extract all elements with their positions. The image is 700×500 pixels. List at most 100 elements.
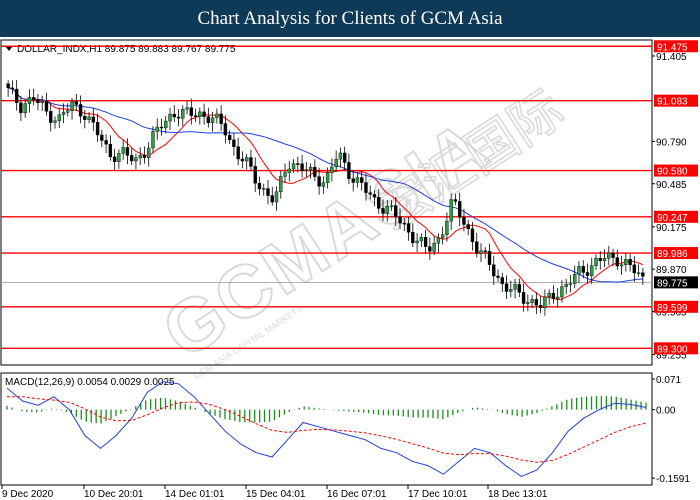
x-tick-label: 10 Dec 20:01 <box>84 489 144 500</box>
candle-body <box>104 140 108 145</box>
candle-body <box>262 188 266 190</box>
candle-body <box>406 223 411 233</box>
candle-body <box>185 107 189 110</box>
candle-body <box>117 153 121 162</box>
candle-body <box>594 258 598 266</box>
candle-body <box>100 134 104 141</box>
candle-body <box>543 296 547 309</box>
candle-body <box>436 237 441 244</box>
candle-body <box>534 299 539 306</box>
candle-body <box>189 107 194 116</box>
candle-body <box>377 196 381 209</box>
candle-body <box>198 111 202 117</box>
candle-body <box>232 139 236 147</box>
candle-body <box>411 232 415 244</box>
candle-body <box>66 110 70 113</box>
level-label-box <box>654 94 698 107</box>
candle-body <box>619 264 624 267</box>
candle-body <box>342 152 347 163</box>
dropdown-triangle-icon[interactable] <box>6 47 12 51</box>
candle-body <box>129 155 134 162</box>
candle-body <box>564 283 568 287</box>
candle-body <box>470 228 475 242</box>
level-label: 91.083 <box>657 97 688 108</box>
candle-body <box>244 157 249 162</box>
candle-body <box>210 117 215 123</box>
candle-body <box>351 178 355 183</box>
current-price-box <box>654 276 698 289</box>
candle-body <box>321 182 326 187</box>
candle-body <box>10 87 15 90</box>
candle-body <box>236 146 240 160</box>
candle-body <box>108 143 113 158</box>
level-label: 91.475 <box>657 42 688 53</box>
candle-body <box>6 83 10 89</box>
candle-body <box>74 101 78 105</box>
candle-body <box>475 241 479 254</box>
candle-body <box>266 188 270 196</box>
candle-body <box>57 114 61 122</box>
x-tick-label: 15 Dec 04:01 <box>246 489 306 500</box>
candle-body <box>389 205 394 207</box>
macd-info: MACD(12,26,9) 0.0054 0.0029 0.0025 <box>5 377 175 388</box>
candle-body <box>364 182 368 193</box>
candle-body <box>568 283 573 285</box>
candle-body <box>270 195 274 203</box>
candle-body <box>347 162 351 179</box>
candle-body <box>381 208 385 214</box>
page-title: Chart Analysis for Clients of GCM Asia <box>197 8 503 29</box>
candle-body <box>492 264 496 277</box>
candle-body <box>287 168 291 173</box>
macd-y-tick-label: 0.071 <box>656 375 681 386</box>
level-label-box <box>654 247 698 260</box>
candle-body <box>415 240 419 244</box>
candle-body <box>31 97 36 100</box>
candle-body <box>249 157 253 167</box>
candle-body <box>517 284 522 293</box>
candle-body <box>300 163 304 171</box>
candle-body <box>49 111 53 123</box>
candle-body <box>385 206 389 214</box>
candle-body <box>159 126 164 129</box>
candle-body <box>78 104 83 117</box>
candle-body <box>202 111 206 117</box>
x-tick-label: 16 Dec 07:01 <box>327 489 387 500</box>
candle-body <box>338 152 343 160</box>
x-tick-label: 14 Dec 01:01 <box>165 489 225 500</box>
candle-body <box>526 302 530 304</box>
candle-body <box>368 192 372 195</box>
candle-body <box>19 102 23 114</box>
candle-body <box>453 199 458 202</box>
candle-body <box>334 158 338 168</box>
candle-body <box>215 113 219 119</box>
macd-y-tick-label: 0.00 <box>656 406 676 417</box>
candle-body <box>283 172 287 177</box>
watermark: GCMASIA 宏汇国际 GCM ASIA CAPITAL MARKETS <box>147 78 575 381</box>
candle-body <box>23 103 27 114</box>
candle-body <box>402 222 407 225</box>
candle-body <box>172 113 176 118</box>
candle-body <box>355 177 360 183</box>
candle-body <box>317 176 321 187</box>
y-tick-label: 89.870 <box>656 265 687 276</box>
candle-body <box>590 265 594 276</box>
level-label-box <box>654 210 698 223</box>
candle-body <box>547 292 551 298</box>
candle-body <box>223 123 228 136</box>
candle-body <box>168 113 172 122</box>
candle-body <box>83 116 87 120</box>
level-label: 89.300 <box>657 344 688 355</box>
candle-body <box>134 157 138 162</box>
candle-body <box>581 266 585 273</box>
y-tick-label: 89.565 <box>656 308 687 319</box>
candle-body <box>457 201 462 218</box>
candle-body <box>291 163 296 170</box>
candle-body <box>487 251 492 265</box>
candle-body <box>274 191 279 203</box>
candle-body <box>36 99 40 103</box>
y-tick-label: 90.790 <box>656 137 687 148</box>
ma-fast-line <box>8 87 644 301</box>
candle-body <box>428 246 432 252</box>
candle-body <box>479 250 483 254</box>
